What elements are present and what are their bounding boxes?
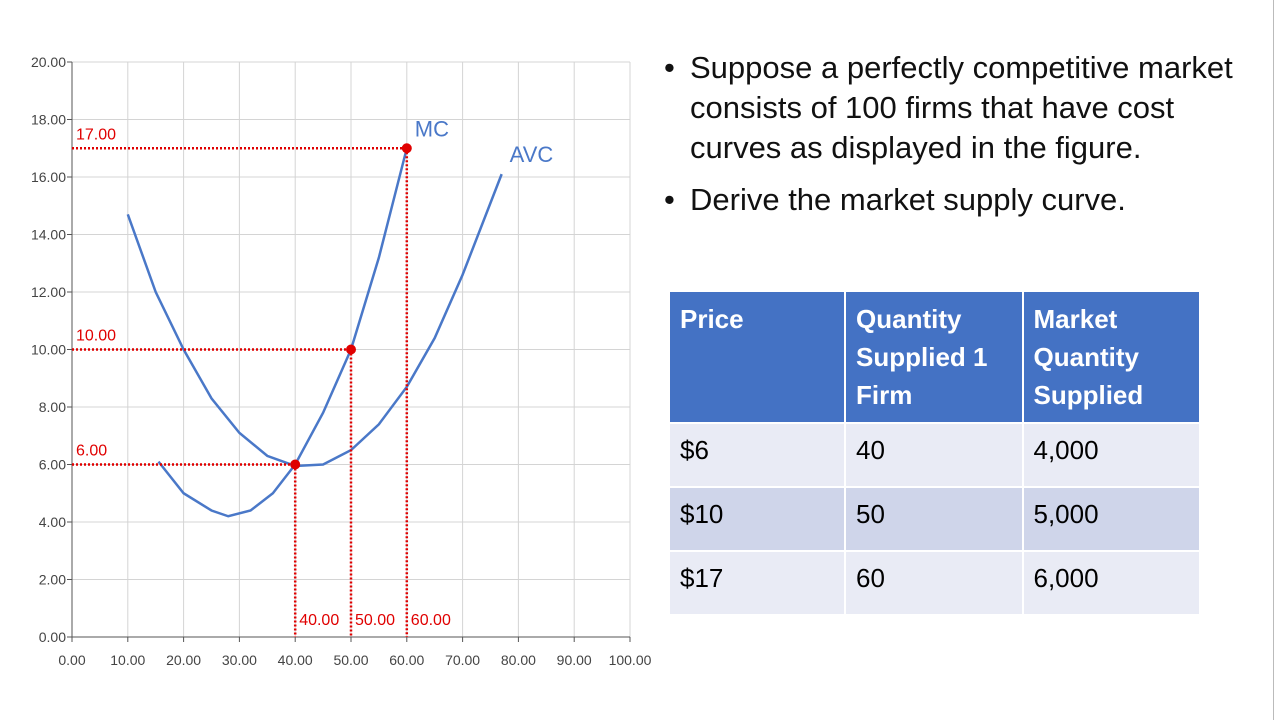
x-tick-label: 70.00 xyxy=(445,652,480,668)
curve xyxy=(157,147,409,518)
y-tick-label: 4.00 xyxy=(39,514,66,530)
bullet-list: Suppose a perfectly competitive market c… xyxy=(662,48,1247,232)
y-tick-label: 20.00 xyxy=(31,54,66,70)
x-tick-label: 80.00 xyxy=(501,652,536,668)
cell: $10 xyxy=(670,486,847,551)
x-tick-label: 100.00 xyxy=(609,652,652,668)
x-tick-label: 30.00 xyxy=(222,652,257,668)
y-tick-label: 14.00 xyxy=(31,227,66,243)
chart: 0.00 2.00 4.00 6.00 8.00 10.00 12.00 14.00 16.00… xyxy=(31,54,652,668)
curve-label: MC xyxy=(415,116,449,141)
bullet: Suppose a perfectly competitive market c… xyxy=(662,48,1247,168)
reference-point xyxy=(401,143,412,154)
header-cell: Market Quantity Supplied xyxy=(1022,292,1201,423)
y-tick-label: 0.00 xyxy=(39,629,66,645)
cell: 50 xyxy=(845,486,1024,551)
y-tick-label: 2.00 xyxy=(39,572,66,588)
x-tick-label: 50.00 xyxy=(333,652,368,668)
y-tick-label: 18.00 xyxy=(31,112,66,128)
y-tick-label: 6.00 xyxy=(39,457,66,473)
x-tick-label: 40.00 xyxy=(278,652,313,668)
cell: $17 xyxy=(670,550,847,614)
supply-table: Price Quantity Supplied 1 Firm Market Qu… xyxy=(670,292,1201,614)
bullet: Derive the market supply curve. xyxy=(662,180,1247,220)
cell: 4,000 xyxy=(1022,422,1201,487)
reference-y-label: 6.00 xyxy=(76,443,107,460)
reference-point xyxy=(290,459,301,470)
reference-x-label: 40.00 xyxy=(299,612,339,629)
curve-label: AVC xyxy=(510,142,554,167)
row: $17 60 6,000 xyxy=(670,550,1201,614)
reference-x-label: 60.00 xyxy=(411,612,451,629)
reference-y-label: 10.00 xyxy=(76,328,116,345)
cell: 60 xyxy=(845,550,1024,614)
header-row: Price Quantity Supplied 1 Firm Market Qu… xyxy=(670,292,1201,423)
header-cell: Quantity Supplied 1 Firm xyxy=(845,292,1024,423)
y-tick-label: 8.00 xyxy=(39,399,66,415)
row: $6 40 4,000 xyxy=(670,422,1201,487)
curve xyxy=(126,173,503,468)
reference-x-label: 50.00 xyxy=(355,612,395,629)
cell: $6 xyxy=(670,422,847,487)
cell: 40 xyxy=(845,422,1024,487)
cell: 6,000 xyxy=(1022,550,1201,614)
x-tick-label: 90.00 xyxy=(557,652,592,668)
header-cell: Price xyxy=(670,292,847,423)
y-tick-label: 16.00 xyxy=(31,169,66,185)
row: $10 50 5,000 xyxy=(670,486,1201,551)
x-tick-label: 0.00 xyxy=(58,652,85,668)
reference-point xyxy=(346,344,356,355)
x-tick-label: 10.00 xyxy=(110,652,145,668)
y-tick-label: 10.00 xyxy=(31,342,66,358)
y-tick-label: 12.00 xyxy=(31,284,66,300)
cell: 5,000 xyxy=(1022,486,1201,551)
slide-edge xyxy=(1273,0,1274,720)
x-tick-label: 20.00 xyxy=(166,652,201,668)
reference-y-label: 17.00 xyxy=(76,126,116,143)
x-tick-label: 60.00 xyxy=(389,652,424,668)
